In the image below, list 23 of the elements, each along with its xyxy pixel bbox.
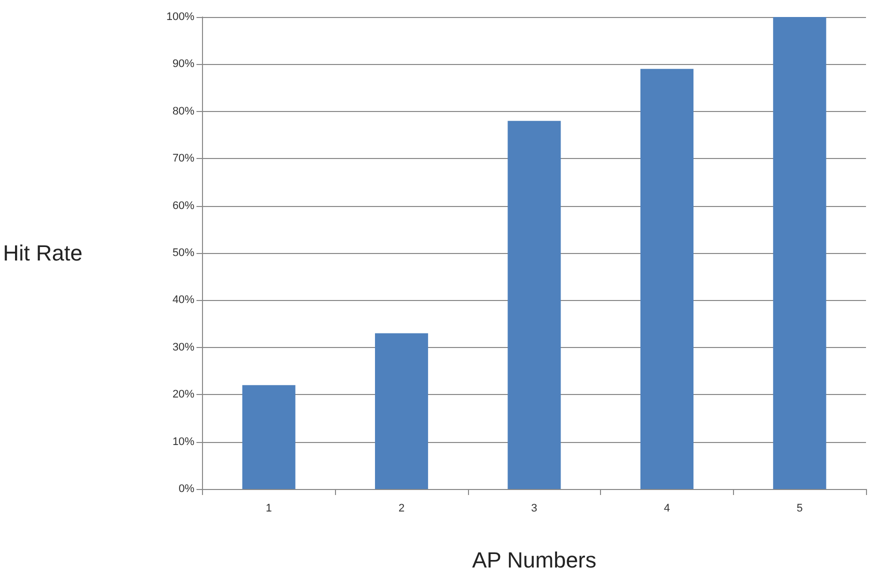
y-tick-label: 0% [178, 483, 195, 495]
bar [640, 68, 694, 489]
y-tick-label: 40% [172, 294, 195, 306]
y-tick-label: 60% [172, 200, 195, 212]
x-tick-label: 3 [531, 502, 538, 514]
y-tick-label: 30% [172, 341, 195, 354]
y-tick-label: 80% [172, 105, 195, 118]
x-tick-label: 2 [398, 502, 405, 514]
bar [508, 120, 561, 489]
bar [374, 333, 428, 489]
y-tick-label: 10% [172, 436, 195, 448]
bar [242, 385, 296, 489]
y-tick-label: 50% [172, 247, 195, 259]
x-tick-label: 1 [266, 502, 272, 514]
x-tick-label: 4 [664, 502, 670, 514]
x-axis-title: AP Numbers [472, 548, 596, 572]
y-tick-label: 20% [172, 388, 195, 401]
y-axis-title: Hit Rate [2, 240, 82, 266]
bar [773, 17, 826, 489]
y-tick-label: 70% [172, 152, 195, 165]
x-tick-label: 5 [796, 502, 803, 514]
y-tick-label: 100% [166, 11, 195, 23]
y-tick-label: 90% [172, 58, 195, 70]
